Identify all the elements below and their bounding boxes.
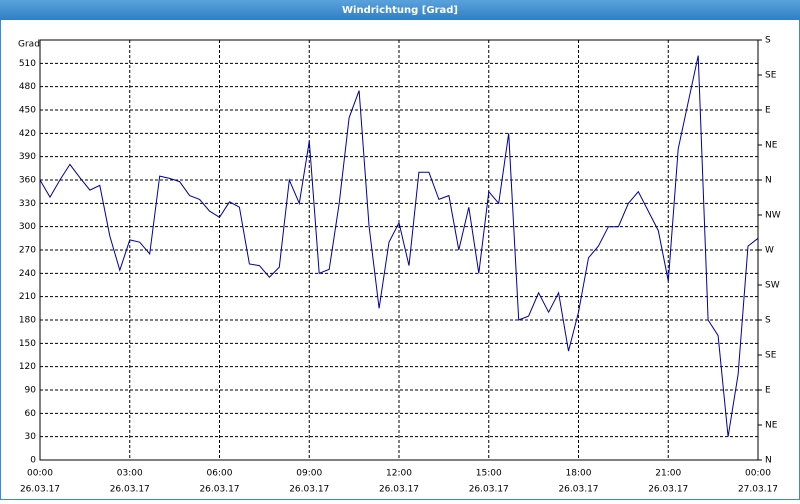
y-tick-label: 210	[19, 292, 36, 302]
y2-tick-label: NE	[765, 141, 778, 151]
plot-border	[39, 39, 759, 461]
y2-tick-label: W	[765, 246, 774, 256]
y-tick-label: 150	[19, 339, 36, 349]
x-tick-label: 03:00	[117, 469, 143, 479]
x-tick-label: 21:00	[655, 469, 681, 479]
data-line	[39, 55, 759, 437]
y-tick-label: 390	[19, 152, 36, 162]
y2-tick-label: E	[765, 386, 771, 396]
x-tick-label: 00:00	[27, 469, 53, 479]
x-tick-label: 00:00	[745, 469, 771, 479]
x-tick-date: 27.03.17	[738, 485, 778, 495]
y2-tick-label: NE	[765, 421, 778, 431]
y-tick-label: 420	[19, 129, 36, 139]
title-bar	[0, 0, 800, 20]
y2-tick-label: NW	[765, 211, 781, 221]
x-tick-date: 26.03.17	[289, 485, 329, 495]
x-tick-date: 26.03.17	[379, 485, 419, 495]
x-tick-date: 26.03.17	[110, 485, 150, 495]
y-tick-label: 60	[25, 409, 37, 419]
y2-tick-label: N	[765, 456, 772, 466]
y-tick-label: 30	[25, 432, 37, 442]
y-tick-label: 450	[19, 106, 36, 116]
y-tick-label: 0	[30, 456, 36, 466]
x-tick-date: 26.03.17	[199, 485, 239, 495]
x-tick-date: 26.03.17	[20, 485, 60, 495]
x-tick-date: 26.03.17	[558, 485, 598, 495]
y2-tick-label: E	[765, 106, 771, 116]
x-tick-label: 09:00	[296, 469, 322, 479]
y-tick-label: 300	[19, 222, 36, 232]
y-tick-label: 180	[19, 316, 36, 326]
y-tick-label: 240	[19, 269, 36, 279]
y-tick-label: 510	[19, 59, 36, 69]
y2-tick-label: SE	[765, 351, 777, 361]
x-tick-label: 12:00	[386, 469, 412, 479]
y2-tick-label: SW	[765, 281, 780, 291]
y2-tick-label: S	[765, 316, 771, 326]
y-tick-label: 270	[19, 246, 36, 256]
y-axis-label: Grad	[18, 40, 40, 50]
y-tick-label: 330	[19, 199, 36, 209]
x-tick-label: 06:00	[207, 469, 233, 479]
x-tick-label: 18:00	[566, 469, 592, 479]
y2-tick-label: SE	[765, 71, 777, 81]
y-tick-label: 360	[19, 176, 36, 186]
y-tick-label: 90	[25, 386, 37, 396]
y-tick-label: 120	[19, 362, 36, 372]
y2-tick-label: N	[765, 176, 772, 186]
x-tick-label: 15:00	[476, 469, 502, 479]
y2-tick-label: S	[765, 36, 771, 46]
y-tick-label: 480	[19, 82, 36, 92]
x-tick-date: 26.03.17	[469, 485, 509, 495]
chart-title: Windrichtung [Grad]	[342, 5, 458, 16]
x-tick-date: 26.03.17	[648, 485, 688, 495]
